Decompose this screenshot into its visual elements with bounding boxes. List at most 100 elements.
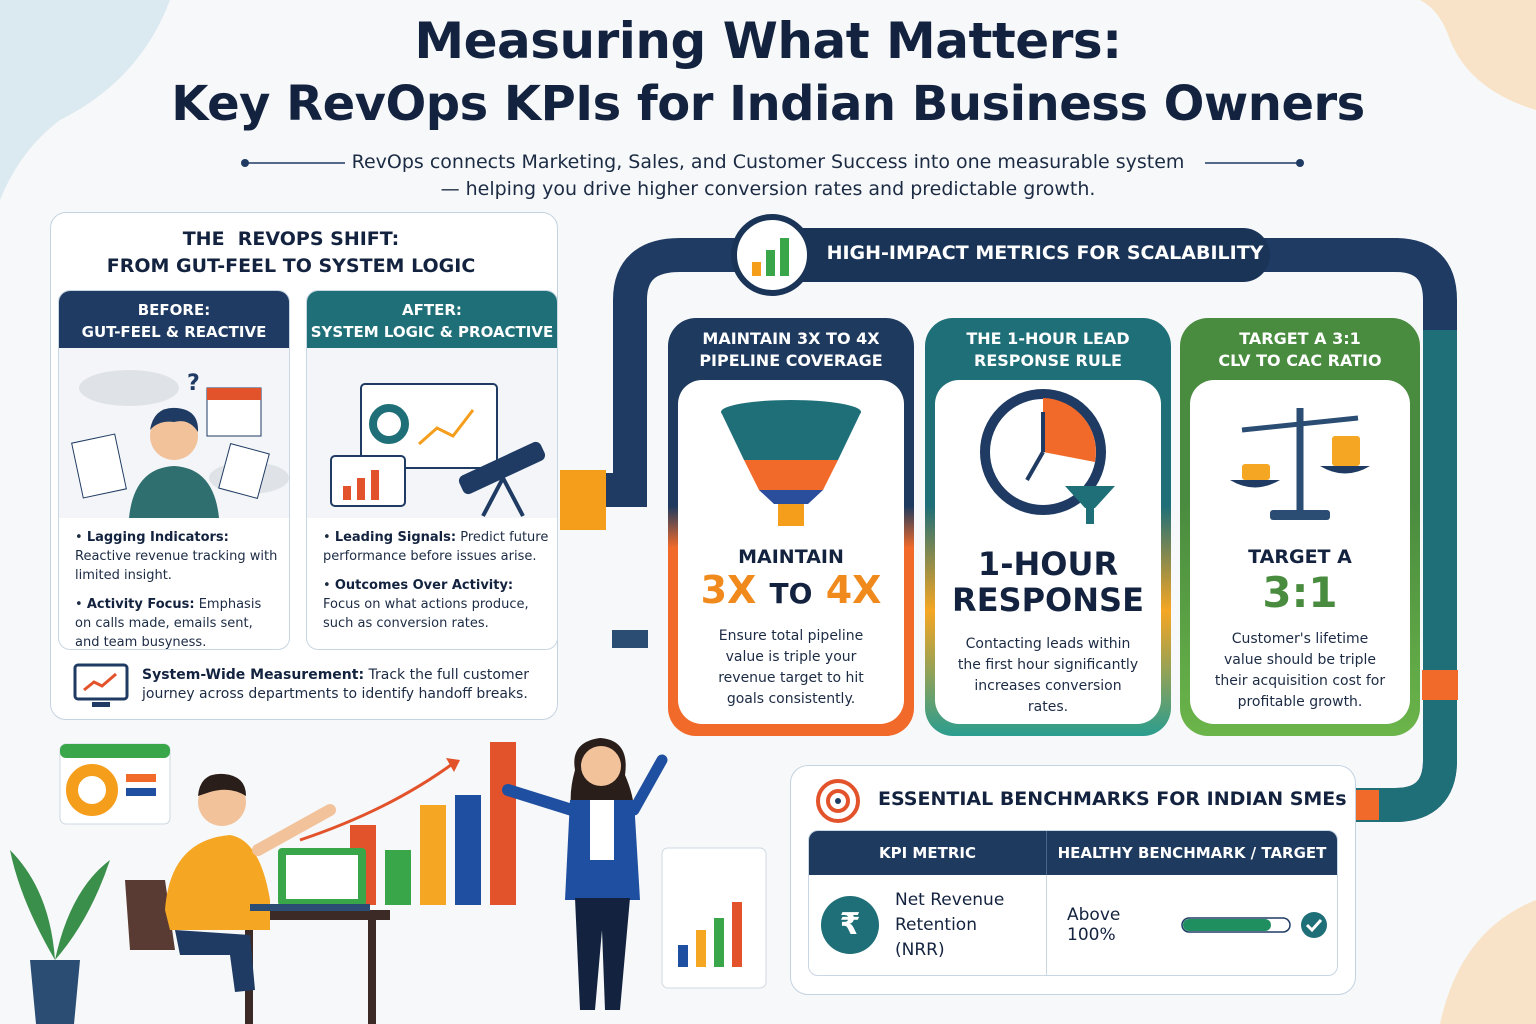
donut: [66, 764, 118, 816]
header-line: BEFORE:: [137, 301, 211, 319]
metric-card: TARGET A 3:1 CLV TO CAC RATIO TARGET A 3:…: [1180, 318, 1420, 736]
card-kicker: MAINTAIN: [738, 546, 844, 568]
before-card: BEFORE: GUT-FEEL & REACTIVE ? • Lagging …: [58, 290, 290, 650]
plant-pot: [30, 960, 80, 1024]
icon: [778, 504, 804, 526]
icon: [1332, 436, 1360, 466]
bullet-list: • Lagging Indicators: Reactive revenue t…: [59, 518, 289, 649]
person: [590, 800, 614, 860]
target-cell: Above 100%: [1047, 905, 1337, 945]
check-icon: [1306, 918, 1323, 933]
progress-fill: [1183, 919, 1272, 931]
header-line: TARGET A 3:1: [1239, 329, 1361, 348]
icon: [1270, 510, 1330, 520]
metrics-title: HIGH-IMPACT METRICS FOR SCALABILITY: [826, 242, 1264, 264]
funnel-icon: [721, 400, 861, 526]
icon: [1230, 480, 1280, 488]
icon: [343, 486, 351, 500]
telescope: [458, 441, 546, 495]
tripod: [481, 477, 505, 517]
header-line: RESPONSE RULE: [974, 351, 1122, 370]
header-line: CLV TO CAC RATIO: [1218, 351, 1382, 370]
pipe-joint: [1422, 670, 1458, 700]
paper: [218, 442, 270, 500]
after-card: AFTER: SYSTEM LOGIC & PROACTIVE • Leadin…: [306, 290, 558, 650]
subtitle: RevOps connects Marketing, Sales, and Cu…: [351, 151, 1185, 173]
person: [628, 754, 668, 816]
icon: [752, 262, 761, 276]
person: [252, 804, 336, 856]
scale-icon: [1230, 408, 1370, 520]
arrow: [299, 760, 456, 842]
pipe-joint: [560, 470, 606, 530]
card-body: TARGET A 3:1 Customer's lifetime value s…: [1190, 380, 1410, 724]
person: [150, 412, 198, 460]
icon: [126, 788, 156, 796]
icon: [766, 250, 775, 276]
bullet-text: Focus on what actions produce, such as c…: [323, 597, 529, 631]
big-part: 3X: [700, 568, 757, 612]
card-text: Customer's lifetime value should be trip…: [1214, 631, 1386, 710]
bar-art: [490, 742, 516, 905]
column-header: KPI METRIC: [809, 831, 1047, 875]
icon: [371, 470, 379, 500]
bullet-list: • Leading Signals: Predict future perfor…: [307, 518, 557, 633]
footer-label: System-Wide Measurement:: [142, 667, 365, 683]
bar-art: [420, 805, 446, 905]
metric-name: Net Revenue Retention (NRR): [895, 889, 1005, 960]
bar-art: [696, 930, 706, 967]
bullet-label: Lagging Indicators:: [86, 530, 229, 545]
rule-dot: [1296, 159, 1304, 167]
footer-note: System-Wide Measurement: Track the full …: [142, 666, 542, 704]
laptop: [250, 904, 370, 911]
card-text: Ensure total pipeline value is triple yo…: [718, 628, 864, 707]
person: [165, 835, 270, 930]
corner-shape: [0, 0, 170, 200]
question-mark: ?: [187, 371, 200, 396]
metric-card: MAINTAIN 3X TO 4X PIPELINE COVERAGE MAINT…: [668, 318, 914, 736]
big-part: TO: [769, 577, 813, 610]
rule-dot: [241, 159, 249, 167]
card-body: MAINTAIN 3X TO 4X Ensure total pipeline …: [678, 380, 904, 724]
laptop: [286, 855, 358, 899]
rupee-icon: ₹: [821, 896, 879, 954]
progress-bar: [1181, 912, 1328, 938]
after-illustration: [307, 348, 557, 518]
bullet-text: Reactive revenue tracking with limited i…: [75, 549, 278, 583]
icon: [826, 789, 850, 813]
plant: [10, 850, 110, 960]
icon: [1242, 464, 1270, 480]
bullet: • Leading Signals: Predict future perfor…: [323, 530, 549, 564]
dashboard: [60, 744, 170, 758]
icon: [73, 663, 129, 701]
header-line: PIPELINE COVERAGE: [699, 351, 883, 370]
report: [330, 455, 406, 507]
card-header: TARGET A 3:1 CLV TO CAC RATIO: [1180, 318, 1420, 372]
metric-cell: ₹ Net Revenue Retention (NRR): [809, 875, 1047, 975]
benchmarks-title: ESSENTIAL BENCHMARKS FOR INDIAN SMEs: [878, 788, 1347, 810]
icon: [721, 412, 861, 460]
person: [502, 784, 578, 816]
title: Key RevOps KPIs for Indian Business Owne…: [171, 76, 1365, 132]
metric-card: THE 1-HOUR LEAD RESPONSE RULE 1-HOUR RESP…: [925, 318, 1171, 736]
big-part: 4X: [825, 568, 882, 612]
bar-art: [455, 795, 481, 905]
corner-shape: [1440, 900, 1536, 1024]
bar-art: [385, 850, 411, 905]
subtitle: — helping you drive higher conversion ra…: [440, 178, 1096, 200]
paper: [71, 433, 127, 499]
icon: [1065, 486, 1115, 508]
table-row: ₹ Net Revenue Retention (NRR) Above 100%: [809, 875, 1337, 975]
card-kicker: TARGET A: [1248, 546, 1352, 568]
hair: [150, 407, 199, 432]
corner-shape: [1420, 0, 1536, 110]
icon: [1043, 398, 1096, 462]
before-illustration: ?: [59, 348, 289, 518]
card-header: MAINTAIN 3X TO 4X PIPELINE COVERAGE: [668, 318, 914, 372]
pipe-joint: [1355, 790, 1379, 820]
donut: [369, 404, 409, 444]
header-line: GUT-FEEL & REACTIVE: [81, 323, 267, 341]
card-big: 3:1: [1262, 568, 1338, 617]
